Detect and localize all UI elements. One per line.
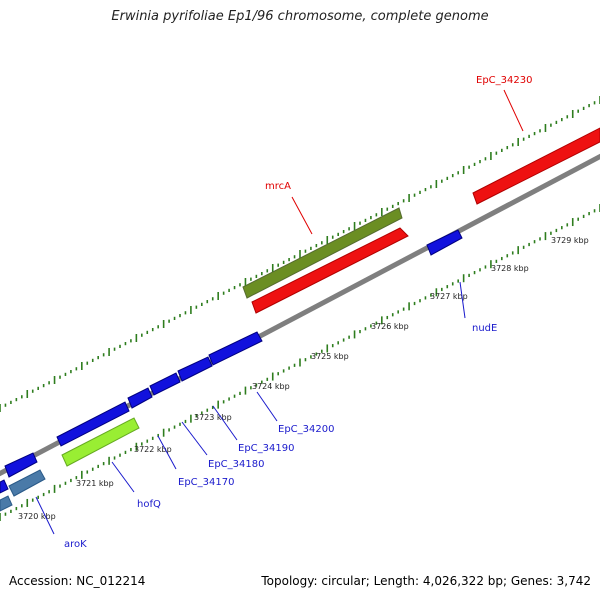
gene-arrow-blue-e[interactable] <box>56 401 130 447</box>
gene-arrow-red-2[interactable] <box>472 127 600 205</box>
kbp-label: 3722 kbp <box>134 445 172 454</box>
gene-label[interactable]: aroK <box>64 539 87 550</box>
gene-leader-line <box>157 435 177 470</box>
accession-text: Accession: NC_012214 <box>9 574 146 588</box>
map-title: Erwinia pyrifoliae Ep1/96 chromosome, co… <box>111 9 489 24</box>
gene-arrow-hofq[interactable] <box>61 417 140 467</box>
gene-leader-line <box>35 496 55 535</box>
gene-label[interactable]: hofQ <box>137 499 161 510</box>
kbp-label: 3728 kbp <box>491 264 529 273</box>
genome-summary-text: Topology: circular; Length: 4,026,322 bp… <box>261 574 591 588</box>
kbp-label: 3729 kbp <box>551 236 589 245</box>
gene-arrow-blue-a[interactable] <box>208 331 263 366</box>
gene-label-group: aroK hofQ EpC_34170 EpC_34180 EpC_34190 EpC_3… <box>35 75 532 550</box>
kbp-label: 3726 kbp <box>371 322 409 331</box>
kbp-label: 3720 kbp <box>18 512 56 521</box>
gene-arrow-red-1[interactable] <box>251 227 409 314</box>
gene-leader-line <box>181 421 208 456</box>
kbp-label: 3727 kbp <box>430 292 468 301</box>
outer-tick-ring <box>0 96 600 412</box>
gene-label[interactable]: mrcA <box>265 181 291 192</box>
kbp-label: 3724 kbp <box>252 382 290 391</box>
gene-label[interactable]: EpC_34170 <box>178 477 234 488</box>
gene-leader-line <box>459 281 466 319</box>
gene-arrow-arok[interactable] <box>8 469 46 497</box>
gene-arrow-olive[interactable] <box>242 207 403 299</box>
gene-leader-line <box>256 391 278 422</box>
gene-label[interactable]: EpC_34180 <box>208 459 264 470</box>
gene-arrow-nude[interactable] <box>426 229 463 256</box>
gene-label[interactable]: EpC_34190 <box>238 443 294 454</box>
inner-tick-ring <box>0 204 600 521</box>
gene-arrow-blue-g[interactable] <box>0 479 9 494</box>
kbp-label-group: 3720 kbp 3721 kbp 3722 kbp 3723 kbp 3724 kbp… <box>18 236 589 521</box>
gene-arrow-blue-f[interactable] <box>4 452 38 478</box>
gene-arrow-steel-2[interactable] <box>0 495 13 512</box>
gene-label[interactable]: EpC_34230 <box>476 75 532 86</box>
gene-leader-line <box>111 461 135 493</box>
kbp-label: 3723 kbp <box>194 413 232 422</box>
gene-label[interactable]: nudE <box>472 323 497 334</box>
kbp-label: 3721 kbp <box>76 479 114 488</box>
gene-arrow-blue-c[interactable] <box>149 372 181 396</box>
gene-arrow-blue-b[interactable] <box>177 356 213 382</box>
gene-arrow-blue-d[interactable] <box>127 387 153 409</box>
kbp-label: 3725 kbp <box>311 352 349 361</box>
gene-label[interactable]: EpC_34200 <box>278 424 334 435</box>
gene-leader-line <box>503 89 524 132</box>
gene-leader-line <box>291 196 313 235</box>
gene-leader-line <box>212 405 238 441</box>
